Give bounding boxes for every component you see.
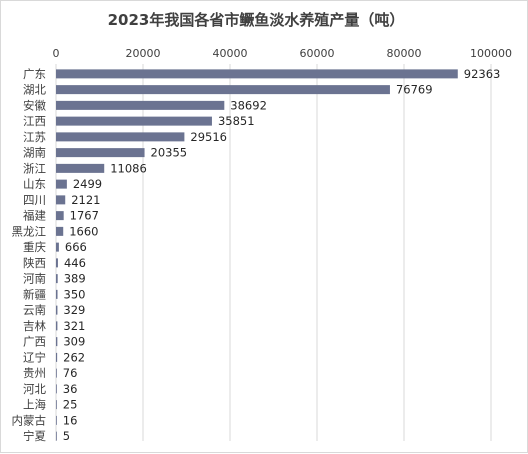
data-label: 11086: [110, 161, 147, 175]
x-tick-label: 60000: [300, 47, 335, 60]
data-label: 329: [63, 303, 85, 317]
x-tick-label: 100000: [470, 47, 512, 60]
bar: [56, 321, 58, 331]
data-label: 389: [64, 272, 86, 286]
bar: [56, 305, 58, 315]
category-label: 陕西: [23, 256, 46, 270]
x-tick-label: 20000: [126, 47, 161, 60]
category-label: 上海: [23, 398, 46, 412]
data-label: 321: [63, 319, 85, 333]
bar: [56, 352, 58, 362]
bar: [56, 289, 58, 299]
category-label: 江西: [23, 114, 46, 128]
category-label: 湖北: [23, 83, 46, 97]
data-label: 38692: [230, 98, 267, 112]
x-axis-tick-labels: 0 20000 40000 60000 80000 100000: [53, 47, 513, 60]
x-tick-label: 40000: [213, 47, 248, 60]
category-label: 四川: [23, 193, 46, 207]
x-tick-label: 0: [53, 47, 60, 60]
bar: [56, 163, 105, 173]
data-label: 309: [63, 335, 85, 349]
category-label: 辽宁: [23, 350, 46, 364]
category-label: 广西: [23, 335, 46, 349]
data-label: 2121: [71, 193, 100, 207]
bar: [56, 400, 57, 410]
data-label: 92363: [464, 67, 501, 81]
category-label: 新疆: [23, 287, 46, 301]
bar: [56, 337, 58, 347]
data-label: 2499: [73, 177, 102, 191]
category-label: 吉林: [23, 319, 46, 333]
category-label: 宁夏: [23, 429, 46, 443]
bar: [56, 258, 58, 268]
chart-title: 2023年我国各省市鳜鱼淡水养殖产量（吨）: [108, 11, 405, 29]
gridlines: [55, 64, 492, 441]
bar: [56, 274, 58, 284]
bar: [56, 148, 145, 158]
bar: [56, 226, 64, 236]
category-label: 山东: [23, 177, 46, 191]
bar: [56, 179, 67, 189]
bar: [56, 415, 57, 425]
data-label: 29516: [190, 130, 227, 144]
category-labels: 广东湖北安徽江西江苏湖南浙江山东四川福建黑龙江重庆陕西河南新疆云南吉林广西辽宁贵…: [12, 67, 47, 443]
category-label: 河北: [23, 382, 46, 396]
data-label: 25: [63, 398, 78, 412]
category-label: 湖南: [23, 146, 46, 160]
category-label: 贵州: [23, 366, 46, 380]
category-label: 河南: [23, 272, 46, 286]
category-label: 江苏: [23, 130, 46, 144]
bar: [56, 431, 57, 441]
data-label: 262: [63, 350, 85, 364]
bar: [56, 69, 458, 79]
data-label: 1767: [70, 209, 99, 223]
data-label: 1660: [69, 224, 98, 238]
bar: [56, 242, 59, 252]
category-label: 广东: [23, 67, 46, 81]
bar: [56, 195, 66, 205]
data-label: 36: [63, 382, 78, 396]
bar: [56, 85, 390, 95]
data-label: 446: [64, 256, 86, 270]
bar: [56, 368, 57, 378]
data-label: 35851: [218, 114, 255, 128]
x-tick-label: 80000: [387, 47, 422, 60]
data-label: 16: [63, 413, 78, 427]
bars: [56, 69, 458, 441]
bar: [56, 132, 185, 142]
bar: [56, 100, 225, 110]
category-label: 内蒙古: [12, 413, 47, 427]
category-label: 安徽: [23, 98, 46, 112]
category-label: 重庆: [23, 240, 46, 254]
category-label: 云南: [23, 303, 46, 317]
bar: [56, 384, 57, 394]
data-label: 350: [64, 287, 86, 301]
bar: [56, 211, 64, 221]
category-label: 福建: [23, 209, 46, 223]
bar: [56, 116, 212, 126]
data-label: 666: [65, 240, 87, 254]
data-label: 76: [63, 366, 78, 380]
category-label: 浙江: [23, 161, 46, 175]
data-label: 5: [63, 429, 70, 443]
data-label: 76769: [396, 83, 433, 97]
data-label: 20355: [151, 146, 188, 160]
category-label: 黑龙江: [12, 224, 47, 238]
